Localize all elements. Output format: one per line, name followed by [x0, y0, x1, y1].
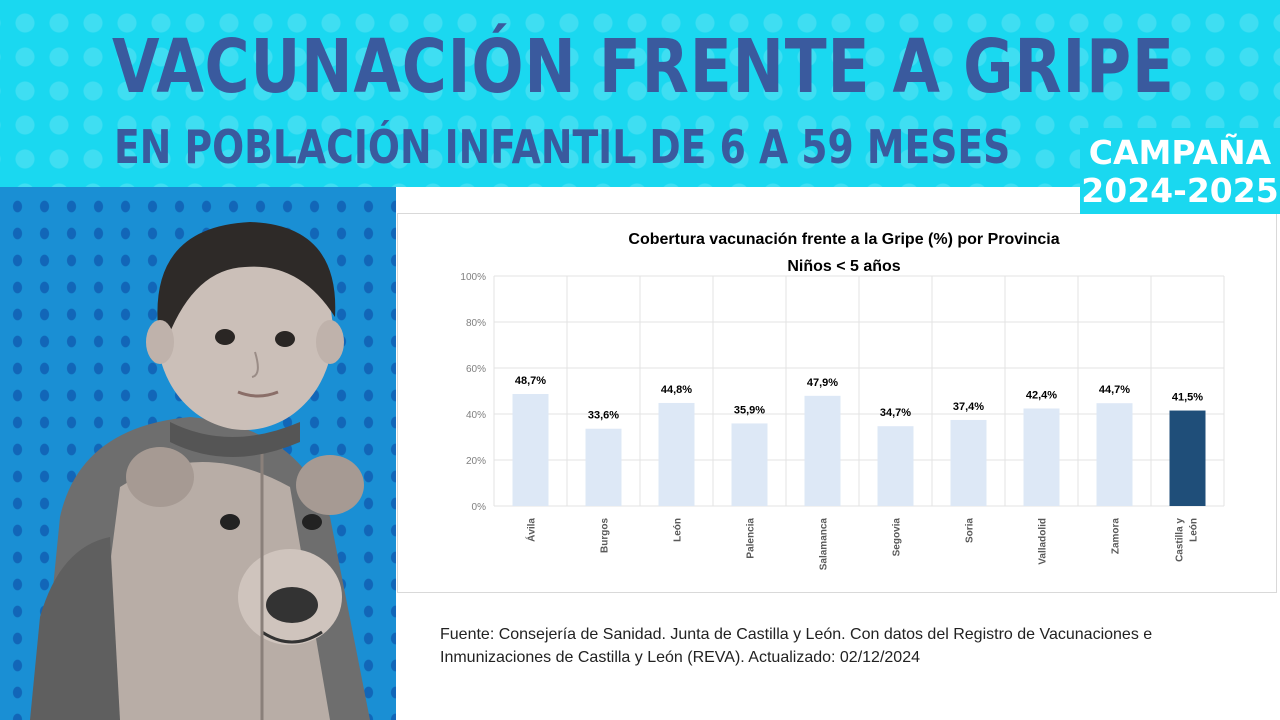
page-title: VACUNACIÓN FRENTE A GRIPE [112, 24, 1175, 110]
x-tick-text: Castilla y [1175, 518, 1186, 562]
bar [1169, 410, 1206, 506]
bar [731, 423, 768, 506]
data-label: 35,9% [734, 404, 765, 416]
data-label: 48,7% [515, 375, 546, 387]
y-tick-label: 100% [460, 272, 486, 283]
chart-panel: Cobertura vacunación frente a la Gripe (… [397, 213, 1277, 593]
header-banner: VACUNACIÓN FRENTE A GRIPE EN POBLACIÓN I… [0, 0, 1280, 187]
bar [585, 428, 622, 506]
x-tick-label: Zamora [1111, 518, 1122, 555]
bar [804, 395, 841, 506]
chart-y-axis: 0% 20% 40% 60% 80% 100% [460, 272, 486, 513]
data-label: 37,4% [953, 401, 984, 413]
x-tick-label: Castilla y León [1175, 518, 1200, 562]
x-tick-text: Ávila [525, 518, 538, 542]
chart-x-axis: Ávila Burgos León Palencia Salamanca Segovia S… [525, 518, 1200, 571]
y-tick-label: 80% [466, 318, 486, 329]
data-label: 44,7% [1099, 384, 1130, 396]
bar [512, 393, 549, 506]
page-subtitle: EN POBLACIÓN INFANTIL DE 6 A 59 MESES [114, 120, 1011, 174]
chart-value-labels: 48,7% 33,6% 44,8% 35,9% 47,9% 34,7% 37,4% 42,4%… [515, 375, 1203, 422]
coverage-bar-chart: Cobertura vacunación frente a la Gripe (… [460, 231, 1225, 571]
bar [658, 402, 695, 506]
chart-bars [512, 393, 1206, 506]
x-tick-label: Valladolid [1038, 518, 1049, 565]
y-tick-label: 20% [466, 456, 486, 467]
x-tick-label: Segovia [892, 518, 903, 557]
x-tick-text: Salamanca [819, 518, 830, 571]
x-tick-label: Burgos [600, 518, 611, 553]
x-tick-text: Segovia [892, 518, 903, 557]
x-tick-label: Soria [965, 518, 976, 543]
data-label: 42,4% [1026, 389, 1057, 401]
campaign-years: 2024-2025 [1081, 171, 1279, 210]
x-tick-label: León [673, 518, 684, 542]
chart-subtitle: Niños < 5 años [787, 258, 900, 275]
data-label: 47,9% [807, 377, 838, 389]
child-photo [0, 187, 396, 720]
x-tick-text: Soria [965, 518, 976, 543]
y-tick-label: 40% [466, 410, 486, 421]
x-tick-text: Zamora [1111, 518, 1122, 555]
data-label: 41,5% [1172, 392, 1203, 404]
bar [1096, 403, 1133, 506]
x-tick-text: Burgos [600, 518, 611, 553]
child-illustration [30, 222, 370, 720]
banner-dot-pattern [0, 0, 1280, 187]
bar [950, 419, 987, 506]
x-tick-text: Palencia [746, 518, 757, 559]
x-tick-text: León [1189, 518, 1200, 542]
x-tick-text: León [673, 518, 684, 542]
chart-title: Cobertura vacunación frente a la Gripe (… [628, 231, 1059, 248]
source-note: Fuente: Consejería de Sanidad. Junta de … [440, 626, 1153, 666]
campaign-label: CAMPAÑA [1088, 133, 1272, 172]
x-tick-text: Valladolid [1038, 518, 1049, 565]
campaign-badge: CAMPAÑA 2024-2025 [1080, 128, 1280, 214]
x-tick-label: Ávila [525, 518, 538, 542]
x-tick-label: Palencia [746, 518, 757, 559]
y-tick-label: 60% [466, 364, 486, 375]
bar [877, 426, 914, 506]
data-label: 34,7% [880, 407, 911, 419]
bar [1023, 408, 1060, 506]
data-label: 44,8% [661, 384, 692, 396]
x-tick-label: Salamanca [819, 518, 830, 571]
data-label: 33,6% [588, 410, 619, 422]
y-tick-label: 0% [472, 502, 487, 513]
